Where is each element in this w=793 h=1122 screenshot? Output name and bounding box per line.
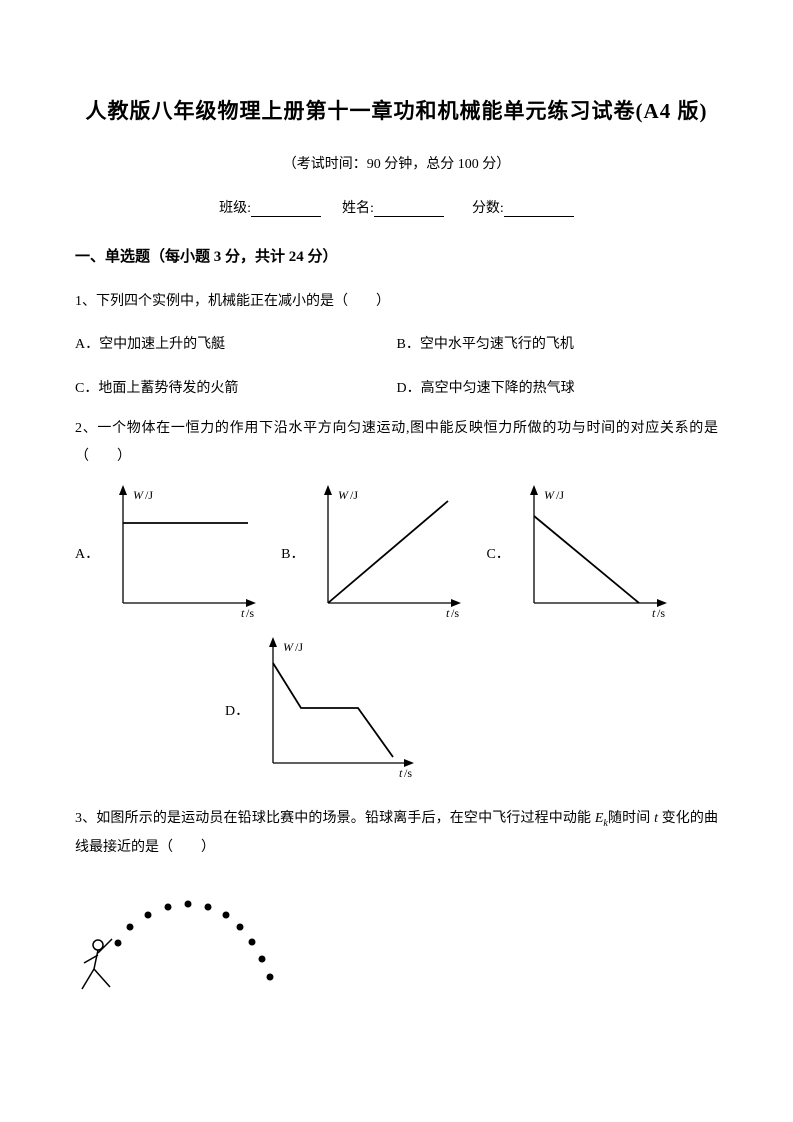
chart-b-svg: W /J t /s bbox=[308, 483, 468, 618]
svg-text:/s: /s bbox=[451, 606, 459, 618]
score-blank[interactable] bbox=[504, 201, 574, 217]
q3-text: 3、如图所示的是运动员在铅球比赛中的场景。铅球离手后，在空中飞行过程中动能 Ek… bbox=[75, 805, 718, 862]
name-label: 姓名: bbox=[342, 201, 374, 216]
svg-text:/s: /s bbox=[657, 606, 665, 618]
svg-text:/J: /J bbox=[556, 488, 564, 502]
q2-label-d: D． bbox=[225, 700, 249, 720]
exam-title: 人教版八年级物理上册第十一章功和机械能单元练习试卷(A4 版) bbox=[75, 95, 718, 125]
q2-chart-a: W /J t /s bbox=[103, 483, 263, 623]
chart-d-svg: W /J t /s bbox=[253, 635, 423, 780]
svg-text:/J: /J bbox=[145, 488, 153, 502]
svg-text:t: t bbox=[446, 606, 450, 618]
svg-text:/J: /J bbox=[350, 488, 358, 502]
q1-option-a: A．空中加速上升的飞艇 bbox=[75, 328, 397, 362]
q1-text: 1、下列四个实例中，机械能正在减小的是（ ） bbox=[75, 288, 718, 316]
q3-figure bbox=[80, 877, 718, 1002]
page: 人教版八年级物理上册第十一章功和机械能单元练习试卷(A4 版) （考试时间：90… bbox=[0, 0, 793, 1122]
q3-text-pre: 3、如图所示的是运动员在铅球比赛中的场景。铅球离手后，在空中飞行过程中动能 bbox=[75, 811, 595, 826]
shot-put-svg bbox=[80, 877, 290, 997]
svg-text:/J: /J bbox=[295, 640, 303, 654]
q2-label-b: B． bbox=[281, 543, 304, 563]
svg-text:/s: /s bbox=[404, 766, 412, 780]
svg-text:W: W bbox=[283, 640, 294, 654]
score-label: 分数: bbox=[472, 201, 504, 216]
q2-chart-d: W /J t /s bbox=[253, 635, 423, 785]
svg-text:W: W bbox=[133, 488, 144, 502]
q2-chart-c: W /J t /s bbox=[514, 483, 674, 623]
exam-subtitle: （考试时间：90 分钟，总分 100 分） bbox=[75, 153, 718, 173]
chart-c-svg: W /J t /s bbox=[514, 483, 674, 618]
svg-text:t: t bbox=[652, 606, 656, 618]
section-1-header: 一、单选题（每小题 3 分，共计 24 分） bbox=[75, 245, 718, 266]
q2-chart-b: W /J t /s bbox=[308, 483, 468, 623]
svg-text:W: W bbox=[544, 488, 555, 502]
chart-a-svg: W /J t /s bbox=[103, 483, 263, 618]
q2-label-c: C． bbox=[486, 543, 509, 563]
svg-text:W: W bbox=[338, 488, 349, 502]
svg-text:t: t bbox=[241, 606, 245, 618]
trajectory-dots bbox=[115, 900, 274, 980]
q2-label-a: A． bbox=[75, 543, 99, 563]
svg-text:/s: /s bbox=[246, 606, 254, 618]
q1-options-row2: C．地面上蓄势待发的火箭 D．高空中匀速下降的热气球 bbox=[75, 372, 718, 406]
q2-charts-row1: A． W /J t /s B． W /J t bbox=[75, 483, 718, 623]
svg-text:t: t bbox=[399, 766, 403, 780]
q2-text: 2、一个物体在一恒力的作用下沿水平方向匀速运动,图中能反映恒力所做的功与时间的对… bbox=[75, 415, 718, 471]
class-blank[interactable] bbox=[251, 201, 321, 217]
student-info-line: 班级: 姓名: 分数: bbox=[75, 197, 718, 217]
q3-text-mid: 随时间 bbox=[608, 811, 654, 826]
name-blank[interactable] bbox=[374, 201, 444, 217]
q1-option-c: C．地面上蓄势待发的火箭 bbox=[75, 372, 397, 406]
class-label: 班级: bbox=[219, 201, 251, 216]
q1-options-row1: A．空中加速上升的飞艇 B．空中水平匀速飞行的飞机 bbox=[75, 328, 718, 362]
q1-option-d: D．高空中匀速下降的热气球 bbox=[397, 372, 719, 406]
q2-charts-row2: D． W /J t /s bbox=[225, 635, 718, 785]
q1-option-b: B．空中水平匀速飞行的飞机 bbox=[397, 328, 719, 362]
